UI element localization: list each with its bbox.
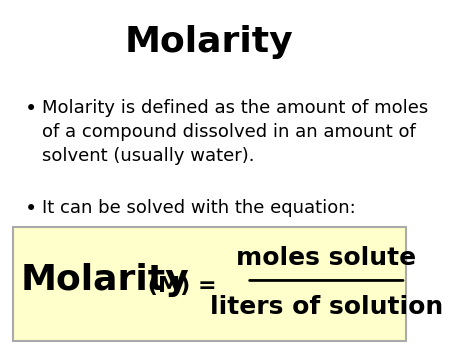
Text: liters of solution: liters of solution bbox=[210, 295, 443, 319]
FancyBboxPatch shape bbox=[12, 227, 406, 341]
Text: (M) =: (M) = bbox=[140, 276, 217, 296]
Text: Molarity is defined as the amount of moles
of a compound dissolved in an amount : Molarity is defined as the amount of mol… bbox=[42, 99, 428, 165]
Text: moles solute: moles solute bbox=[236, 246, 416, 271]
Text: •: • bbox=[25, 99, 37, 119]
Text: It can be solved with the equation:: It can be solved with the equation: bbox=[42, 199, 356, 217]
Text: •: • bbox=[25, 199, 37, 219]
Text: Molarity: Molarity bbox=[125, 25, 293, 59]
Text: Molarity: Molarity bbox=[21, 263, 190, 297]
